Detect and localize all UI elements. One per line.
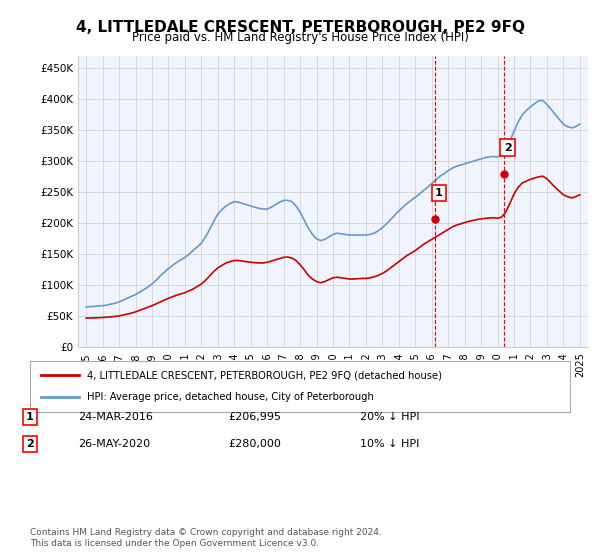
Text: 20% ↓ HPI: 20% ↓ HPI (360, 412, 419, 422)
Text: 1: 1 (26, 412, 34, 422)
Text: Price paid vs. HM Land Registry's House Price Index (HPI): Price paid vs. HM Land Registry's House … (131, 31, 469, 44)
Text: 1: 1 (435, 188, 443, 198)
Text: 4, LITTLEDALE CRESCENT, PETERBOROUGH, PE2 9FQ (detached house): 4, LITTLEDALE CRESCENT, PETERBOROUGH, PE… (86, 370, 442, 380)
Text: 2: 2 (503, 143, 511, 153)
Text: 4, LITTLEDALE CRESCENT, PETERBOROUGH, PE2 9FQ: 4, LITTLEDALE CRESCENT, PETERBOROUGH, PE… (76, 20, 524, 35)
Text: 24-MAR-2016: 24-MAR-2016 (78, 412, 153, 422)
Text: 2: 2 (26, 439, 34, 449)
Text: £280,000: £280,000 (228, 439, 281, 449)
Text: HPI: Average price, detached house, City of Peterborough: HPI: Average price, detached house, City… (86, 393, 374, 403)
Text: £206,995: £206,995 (228, 412, 281, 422)
Text: Contains HM Land Registry data © Crown copyright and database right 2024.
This d: Contains HM Land Registry data © Crown c… (30, 528, 382, 548)
Text: 10% ↓ HPI: 10% ↓ HPI (360, 439, 419, 449)
Text: 26-MAY-2020: 26-MAY-2020 (78, 439, 150, 449)
